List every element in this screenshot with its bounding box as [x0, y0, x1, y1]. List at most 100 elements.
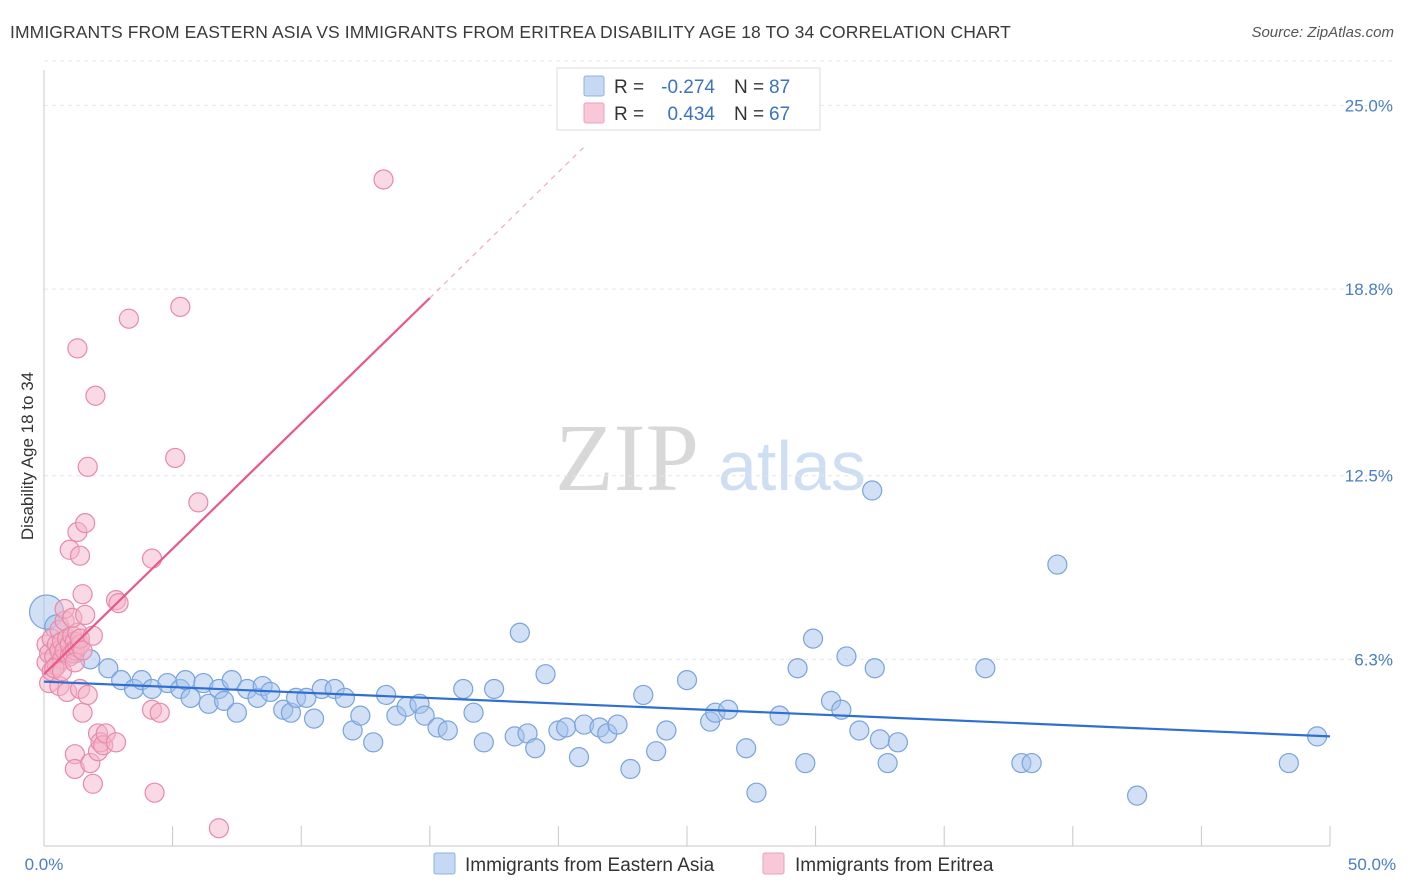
data-point [77, 456, 98, 477]
x-tick-label-min: 0.0% [25, 855, 64, 874]
data-point [69, 545, 91, 566]
data-point [795, 752, 816, 774]
data-point [85, 385, 106, 406]
data-point [373, 169, 394, 190]
data-point [869, 729, 891, 750]
data-point [149, 702, 170, 723]
data-point [72, 640, 93, 661]
data-point [646, 741, 667, 762]
y-tick-label: 18.8% [1345, 280, 1393, 299]
trend-line-eastern-asia [43, 680, 1331, 738]
data-point [82, 773, 103, 794]
series-legend-label-1: Immigrants from Eastern Asia [465, 855, 715, 876]
legend-r-value-2: 0.434 [667, 104, 715, 125]
legend-r-label-2: R = [614, 104, 644, 125]
series-legend: Immigrants from Eastern Asia Immigrants … [433, 852, 994, 876]
chart-title: IMMIGRANTS FROM EASTERN ASIA VS IMMIGRAN… [10, 22, 1011, 42]
data-point [75, 513, 96, 534]
data-point [484, 678, 505, 700]
series-eastern-asia-points [28, 480, 1328, 806]
data-point [363, 732, 384, 753]
watermark-zip: ZIP [555, 404, 699, 511]
data-point [105, 732, 127, 753]
data-point [736, 738, 757, 759]
data-point [334, 687, 356, 708]
data-point [303, 708, 325, 729]
data-point [165, 447, 186, 469]
stats-legend: R = -0.274 N = 87 R = 0.434 N = 67 [556, 67, 821, 131]
data-point [975, 658, 996, 679]
data-point [170, 296, 191, 317]
data-point [802, 628, 824, 649]
y-tick-label: 12.5% [1345, 467, 1393, 486]
data-point [188, 492, 209, 513]
data-point [463, 702, 484, 723]
data-point [180, 687, 201, 708]
series-legend-swatch-pink [762, 852, 785, 875]
data-point [509, 622, 530, 643]
data-point [769, 705, 790, 726]
legend-r-value-1: -0.274 [661, 77, 715, 98]
data-point [607, 714, 628, 735]
data-point [72, 702, 93, 723]
data-point [82, 625, 103, 646]
legend-r-label-1: R = [614, 77, 644, 98]
data-point [568, 747, 590, 768]
data-point [75, 604, 96, 626]
data-point [676, 670, 698, 691]
data-point [473, 732, 494, 753]
data-point [1047, 554, 1068, 575]
legend-n-value-1: 87 [769, 77, 790, 98]
data-point [118, 308, 139, 329]
data-point [787, 658, 808, 679]
data-point [535, 664, 556, 685]
data-point [633, 684, 654, 706]
source-note: Source: ZipAtlas.com [1251, 24, 1394, 41]
legend-swatch-pink [583, 102, 605, 124]
data-point [213, 690, 235, 711]
trend-line-eritrea-extension [429, 146, 585, 299]
data-point [836, 646, 857, 667]
data-point [453, 678, 474, 700]
data-point [525, 738, 546, 759]
data-point [746, 782, 767, 803]
y-axis-label: Disability Age 18 to 34 [18, 372, 37, 540]
y-tick-label: 25.0% [1345, 96, 1393, 115]
y-tick-label: 6.3% [1354, 650, 1393, 669]
data-point [141, 548, 163, 569]
data-point [437, 720, 458, 741]
data-point [98, 658, 119, 679]
data-point [656, 720, 677, 741]
data-point [877, 752, 898, 774]
data-point [1278, 752, 1299, 774]
y-tick-labels: 6.3% 12.5% 18.8% 25.0% [1345, 96, 1393, 669]
watermark-atlas: atlas [718, 427, 866, 505]
trend-line-eritrea [43, 297, 431, 675]
data-point [1021, 752, 1042, 774]
series-legend-label-2: Immigrants from Eritrea [795, 855, 994, 876]
data-point [887, 732, 909, 753]
trend-lines [43, 146, 1331, 738]
watermark: ZIP atlas [555, 404, 866, 511]
data-point [77, 684, 98, 706]
data-point [849, 720, 870, 741]
x-axis-ticks [43, 826, 1331, 846]
gridlines [44, 60, 1395, 660]
data-point [620, 758, 641, 780]
data-point [862, 480, 883, 501]
data-point [350, 705, 371, 726]
data-point [67, 338, 88, 359]
legend-n-label-1: N = [734, 77, 764, 98]
legend-n-label-2: N = [734, 104, 764, 125]
data-point [1126, 785, 1148, 806]
data-point [144, 782, 165, 803]
data-point [72, 584, 93, 605]
data-point [556, 717, 577, 738]
x-tick-label-max: 50.0% [1348, 855, 1396, 874]
series-eritrea-points [36, 169, 394, 839]
data-point [226, 702, 247, 723]
data-point [414, 705, 435, 726]
legend-n-value-2: 67 [769, 104, 790, 125]
series-legend-swatch-blue [433, 852, 456, 875]
